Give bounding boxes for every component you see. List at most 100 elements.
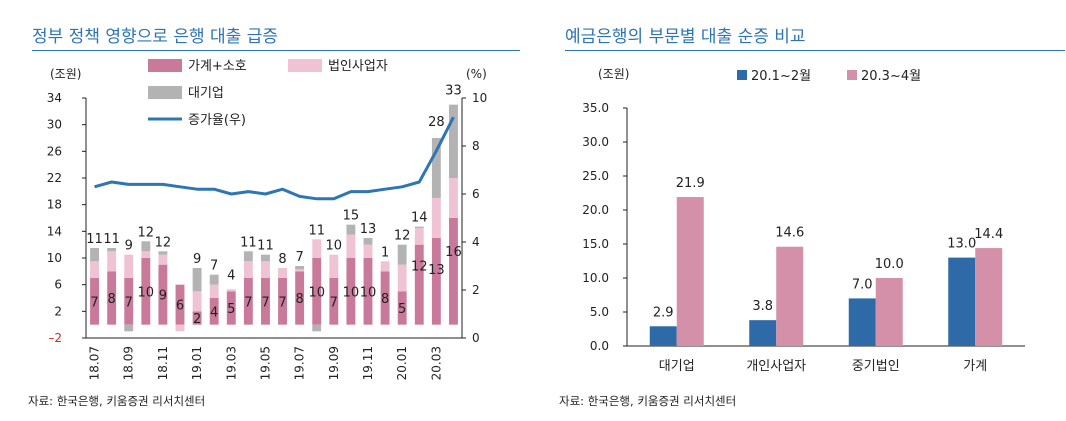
bar-total-label: 11 [257,239,274,254]
bar-segment [363,244,373,258]
y-tick-label: 26 [47,144,62,158]
bar [776,246,804,346]
bar-segment [175,324,185,332]
bar-total-label: 9 [193,252,201,267]
bar-segment [312,258,322,325]
x-tick-label: 18.09 [122,346,136,380]
x-tick-label: 18.11 [156,346,170,380]
bar [649,326,677,346]
bar-total-label: 4 [227,268,235,283]
legend-label: 대기업 [188,86,224,101]
bar-segment [449,178,458,218]
bar-household-label: 8 [107,292,115,307]
bar-total-label: 13 [360,222,377,237]
legend-label: 증가율(우) [188,113,246,128]
y-axis-unit: (조원) [598,67,629,81]
x-tick-label: 19.09 [327,346,341,380]
y-tick-label: 10.0 [582,271,609,285]
bar-segment [329,278,339,325]
bar-total-label: 11 [240,235,257,250]
bar-segment [90,278,99,325]
y-tick-label: 30 [47,118,62,132]
right-title-rule [565,50,1065,51]
bar-segment [90,261,99,278]
bar-household-label: 5 [398,302,406,317]
bar-segment [192,291,202,312]
bar-household-label: 16 [445,245,462,260]
bar-household-label: 10 [343,285,360,300]
y-tick-label: 15.0 [582,237,609,251]
bar-household-label: 2 [193,312,201,327]
bar-household-label: 7 [125,295,133,310]
left-title-rule [32,50,520,51]
bar-segment [90,248,99,262]
bar-household-label: 13 [428,263,445,278]
legend-label: 법인사업자 [328,59,388,74]
bar-total-label: 28 [428,115,445,130]
bar-segment [312,239,322,258]
bar-segment [414,226,424,228]
bar-total-label: 14 [411,211,428,226]
bar-segment [226,289,236,292]
y-tick-label: 22 [47,171,62,185]
bar-household-label: 8 [295,292,303,307]
bar-total-label: 7 [210,259,218,274]
x-tick-label: 20.03 [429,346,443,380]
bar-value-label: 2.9 [653,305,674,320]
bar-total-label: 12 [394,229,411,244]
bar-household-label: 10 [138,285,155,300]
y-tick-label: 20.0 [582,203,609,217]
bar-segment [431,238,441,325]
bar-segment [209,298,219,325]
y-tick-label: 0.0 [590,339,609,353]
bar-total-label: 11 [103,232,120,247]
y-tick-label: 5.0 [590,305,609,319]
bar-segment [449,218,458,325]
x-category-label: 대기업 [659,359,695,374]
x-tick-label: 19.03 [224,346,238,380]
bar-value-label: 3.8 [752,299,773,314]
bar-segment [124,254,134,278]
x-category-label: 개인사업자 [746,359,806,374]
bar-segment [209,274,219,285]
bar-total-label: 11 [86,232,103,247]
bar-segment [414,244,424,325]
bar-segment [107,251,117,272]
bar-segment [124,324,134,332]
bar-household-label: 9 [159,289,167,304]
bar [975,248,1003,346]
bar-household-label: 7 [244,295,252,310]
bar-segment [243,251,253,262]
right-y-axis-unit: (%) [466,67,487,81]
bar-segment [278,268,287,278]
y-tick-label: 18 [47,198,62,212]
y-tick-label: 6 [54,278,62,292]
bar-segment [124,278,134,325]
bar-value-label: 10.0 [875,257,904,272]
bar-household-label: 7 [278,295,286,310]
bar-total-label: 11 [308,223,325,238]
bar-segment [141,251,151,258]
bar-segment [141,258,151,325]
bar-segment [209,284,219,298]
bar-total-label: 12 [155,235,172,250]
y-tick-label: 10 [47,251,62,265]
bar-household-label: 10 [308,285,325,300]
x-tick-label: 18.07 [88,346,102,380]
legend-label: 가계+소호 [188,59,247,74]
bar-segment [226,291,236,325]
left-source-note: 자료: 한국은행, 키움증권 리서치센터 [28,394,206,408]
bar-segment [295,266,305,270]
bar-segment [107,271,117,325]
y-tick-label: 34 [47,91,62,105]
bar [749,320,777,346]
bar-segment [397,264,407,292]
y-tick-label: 30.0 [582,135,609,149]
bar-total-label: 15 [343,209,360,224]
bar-household-label: 4 [210,305,218,320]
bar-value-label: 7.0 [852,277,873,292]
bar-value-label: 14.6 [775,226,804,241]
right-source-note: 자료: 한국은행, 키움증권 리서치센터 [559,394,737,408]
y-tick-label: 35.0 [582,101,609,115]
bar [875,278,903,346]
